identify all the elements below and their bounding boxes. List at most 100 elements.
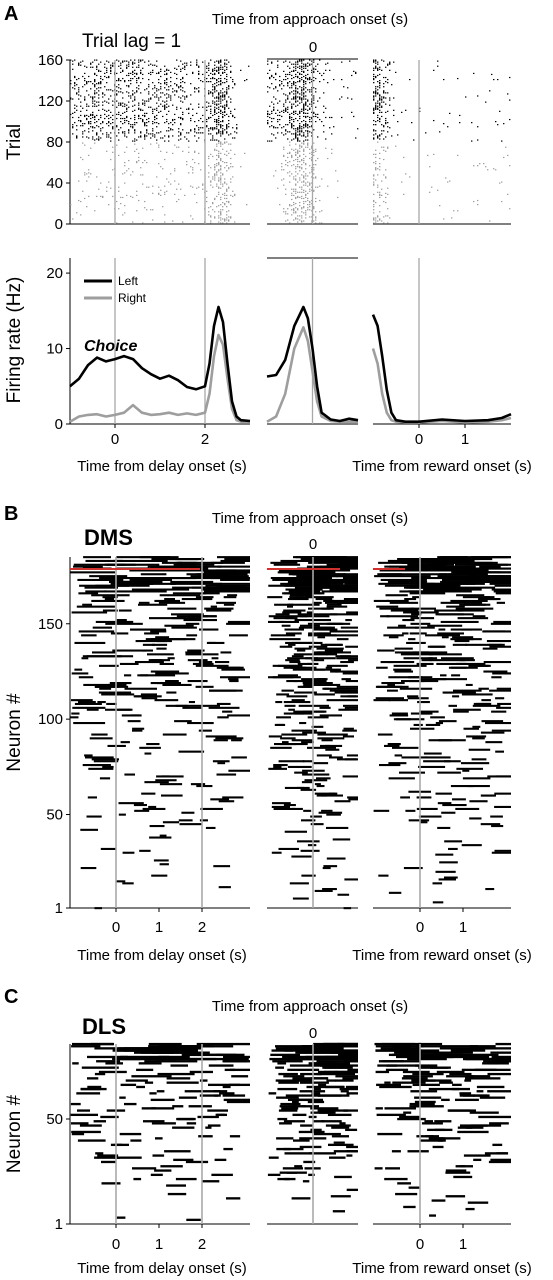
spike-mark bbox=[228, 85, 230, 87]
population-activity-bar bbox=[339, 588, 358, 591]
population-activity-bar bbox=[403, 867, 423, 870]
spike-mark bbox=[445, 177, 447, 179]
spike-mark bbox=[293, 111, 295, 113]
spike-mark bbox=[122, 60, 124, 62]
spike-mark bbox=[196, 59, 198, 61]
spike-mark bbox=[220, 81, 222, 83]
spike-mark bbox=[212, 201, 214, 204]
spike-mark bbox=[236, 128, 238, 130]
spike-mark bbox=[208, 102, 210, 104]
spike-mark bbox=[297, 166, 299, 168]
spike-mark bbox=[303, 176, 305, 178]
population-activity-bar bbox=[461, 844, 482, 847]
spike-mark bbox=[212, 129, 214, 131]
spike-mark bbox=[405, 109, 407, 111]
spike-mark bbox=[323, 92, 325, 94]
spike-mark bbox=[192, 167, 194, 169]
spike-mark bbox=[168, 181, 170, 183]
population-activity-bar bbox=[478, 687, 489, 690]
spike-mark bbox=[94, 115, 96, 118]
population-activity-bar bbox=[397, 558, 446, 561]
spike-mark bbox=[383, 200, 385, 203]
spike-mark bbox=[214, 67, 216, 69]
spike-mark bbox=[88, 172, 90, 174]
spike-mark bbox=[224, 59, 226, 61]
population-activity-bar bbox=[287, 605, 293, 608]
spike-mark bbox=[301, 98, 303, 100]
spike-mark bbox=[168, 94, 170, 96]
spike-mark bbox=[228, 187, 230, 189]
spike-mark bbox=[152, 82, 154, 84]
population-activity-bar bbox=[444, 760, 461, 763]
spike-mark bbox=[72, 60, 74, 62]
population-activity-bar bbox=[394, 651, 429, 654]
population-activity-bar bbox=[221, 668, 245, 671]
population-activity-bar bbox=[148, 805, 157, 808]
spike-mark bbox=[379, 68, 381, 70]
spike-mark bbox=[387, 222, 389, 224]
population-activity-bar bbox=[287, 580, 332, 583]
spike-mark bbox=[228, 186, 230, 188]
spike-mark bbox=[301, 191, 303, 193]
spike-mark bbox=[277, 114, 279, 117]
population-activity-bar bbox=[440, 620, 479, 623]
spike-mark bbox=[497, 78, 499, 81]
spike-mark bbox=[309, 165, 311, 167]
spike-mark bbox=[116, 125, 118, 127]
spike-mark bbox=[120, 114, 122, 117]
population-activity-bar bbox=[402, 1070, 430, 1074]
spike-mark bbox=[210, 222, 212, 224]
spike-mark bbox=[305, 115, 307, 118]
population-activity-bar bbox=[277, 764, 285, 767]
spike-mark bbox=[291, 165, 293, 167]
spike-mark bbox=[305, 190, 307, 192]
spike-mark bbox=[194, 162, 196, 164]
population-activity-bar bbox=[492, 577, 511, 580]
spike-mark bbox=[104, 113, 106, 116]
population-activity-bar bbox=[399, 687, 433, 690]
spike-mark bbox=[495, 121, 497, 123]
spike-mark bbox=[303, 67, 305, 69]
spike-mark bbox=[184, 62, 186, 64]
spike-mark bbox=[339, 98, 341, 100]
population-activity-bar bbox=[80, 828, 98, 831]
spike-mark bbox=[124, 133, 126, 135]
spike-mark bbox=[313, 129, 315, 131]
spike-mark bbox=[198, 127, 200, 129]
spike-mark bbox=[226, 217, 228, 219]
population-activity-bar bbox=[297, 662, 319, 665]
population-activity-bar bbox=[279, 743, 308, 746]
population-activity-bar bbox=[325, 748, 340, 751]
spike-mark bbox=[305, 65, 307, 67]
spike-mark bbox=[389, 62, 391, 64]
spike-mark bbox=[152, 123, 154, 125]
spike-mark bbox=[90, 126, 92, 128]
spike-mark bbox=[212, 135, 214, 137]
population-activity-bar bbox=[207, 1124, 221, 1127]
population-activity-bar bbox=[329, 689, 358, 692]
spike-mark bbox=[389, 63, 391, 65]
spike-mark bbox=[216, 100, 218, 102]
spike-mark bbox=[150, 137, 152, 139]
spike-mark bbox=[303, 93, 305, 95]
spike-mark bbox=[88, 123, 90, 125]
spike-mark bbox=[433, 119, 435, 122]
population-activity-bar bbox=[376, 1113, 406, 1117]
spike-mark bbox=[269, 77, 271, 80]
spike-mark bbox=[285, 130, 287, 132]
legend-label-left: Left bbox=[118, 274, 139, 288]
spike-mark bbox=[321, 74, 323, 77]
spike-mark bbox=[375, 105, 377, 107]
spike-mark bbox=[124, 162, 126, 164]
spike-mark bbox=[226, 75, 228, 78]
population-activity-bar bbox=[407, 695, 419, 698]
spike-mark bbox=[305, 163, 307, 165]
spike-mark bbox=[323, 111, 325, 113]
spike-mark bbox=[224, 77, 226, 80]
spike-mark bbox=[307, 199, 309, 202]
spike-mark bbox=[301, 195, 303, 198]
spike-mark bbox=[206, 196, 208, 199]
spike-mark bbox=[313, 177, 315, 179]
spike-mark bbox=[315, 186, 317, 188]
population-activity-bar bbox=[314, 792, 338, 795]
